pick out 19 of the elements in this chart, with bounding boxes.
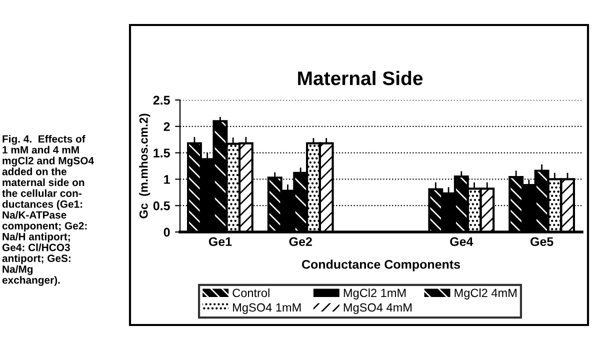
legend-label: MgSO4 4mM [344, 303, 412, 314]
legend-label: Control [232, 288, 270, 298]
y-tick-label: 1 [164, 175, 170, 184]
y-tick-label: 0.5 [153, 201, 170, 210]
x-tick-label: Ge5 [530, 237, 554, 246]
legend-label: MgCl2 4mM [454, 288, 516, 300]
y-tick-label: 2 [164, 122, 170, 131]
x-tick-label: Ge2 [289, 237, 312, 246]
y-tick-label: 2.5 [153, 96, 170, 105]
y-tick-label: 0 [164, 228, 170, 237]
text: Fig. 4. Effects of 1 mM and 4 mM mgCl2 and MgSO4 added on the maternal side on the cellular con- ductances (Ge1: Na/K-ATPase component; Ge2: Na/H antiport; Ge4: Cl/HCO3 antiport; GeS: Na/Mg exchanger). [2, 135, 94, 286]
legend-label: MgCl2 1mM [344, 288, 406, 300]
y-axis-title: Gc (m.mhos.cm.2) [139, 114, 150, 218]
x-axis-title: Conductance Components [302, 260, 460, 272]
legend-label: MgSO4 1mM [233, 303, 301, 314]
y-tick-label: 1.5 [154, 148, 170, 158]
x-tick-label: Ge1 [208, 237, 232, 246]
chart-title: Maternal Side [298, 70, 423, 86]
x-tick-label: Ge4 [450, 237, 474, 246]
